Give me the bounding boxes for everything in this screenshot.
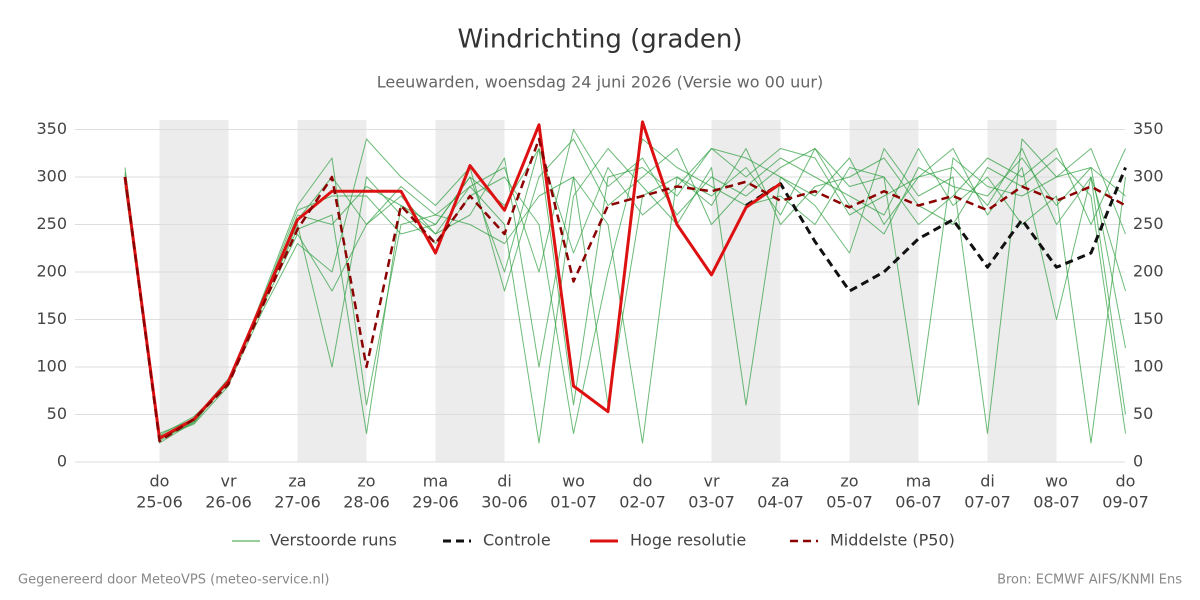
x-tick-weekday: do <box>1116 472 1136 491</box>
series-line <box>745 166 1127 293</box>
x-tick-weekday: zo <box>357 472 375 491</box>
x-tick-label: 26-06 <box>205 493 252 512</box>
x-tick-weekday: di <box>980 472 995 491</box>
chart-title: Windrichting (graden) <box>457 25 742 55</box>
x-tick-label: 28-06 <box>343 493 390 512</box>
x-tick-label: 25-06 <box>136 493 183 512</box>
legend-label: Controle <box>483 531 551 550</box>
ensemble-line <box>124 138 1126 444</box>
x-tick-weekday: za <box>771 472 789 491</box>
x-tick-label: 02-07 <box>619 493 666 512</box>
x-tick-weekday: ma <box>423 472 448 491</box>
y-tick-label: 350 <box>36 119 67 138</box>
series-line <box>123 120 782 440</box>
x-tick-label: 05-07 <box>826 493 873 512</box>
y2-tick-label: 50 <box>1133 404 1153 423</box>
ensemble-line <box>124 129 1126 437</box>
y-tick-label: 50 <box>47 404 67 423</box>
x-tick-weekday: zo <box>840 472 858 491</box>
footer-left: Gegenereerd door MeteoVPS (meteo-service… <box>18 573 329 588</box>
series-line <box>123 137 1127 443</box>
x-tick-label: 04-07 <box>757 493 804 512</box>
y2-tick-label: 0 <box>1133 452 1143 471</box>
x-tick-label: 09-07 <box>1102 493 1149 512</box>
ensemble-line <box>124 138 1126 442</box>
y2-tick-label: 150 <box>1133 309 1164 328</box>
x-tick-label: 06-07 <box>895 493 942 512</box>
x-tick-label: 03-07 <box>688 493 735 512</box>
x-tick-weekday: vr <box>703 472 719 491</box>
x-tick-label: 08-07 <box>1033 493 1080 512</box>
footer-right: Bron: ECMWF AIFS/KNMI Ens <box>997 573 1182 588</box>
ensemble-line <box>124 148 1126 438</box>
x-tick-weekday: do <box>150 472 170 491</box>
x-tick-label: 27-06 <box>274 493 321 512</box>
x-tick-label: 29-06 <box>412 493 459 512</box>
day-shade <box>987 120 1057 462</box>
x-tick-weekday: do <box>633 472 653 491</box>
y2-tick-label: 200 <box>1133 262 1164 281</box>
y2-tick-label: 350 <box>1133 119 1164 138</box>
y-tick-label: 300 <box>36 167 67 186</box>
x-tick-label: 30-06 <box>481 493 528 512</box>
x-tick-weekday: wo <box>562 472 585 491</box>
y-tick-label: 0 <box>57 452 67 471</box>
chart-subtitle: Leeuwarden, woensdag 24 juni 2026 (Versi… <box>377 73 823 92</box>
y-tick-label: 250 <box>36 214 67 233</box>
legend-label: Middelste (P50) <box>830 531 955 550</box>
x-tick-weekday: vr <box>220 472 236 491</box>
legend-label: Hoge resolutie <box>630 531 746 550</box>
x-tick-label: 07-07 <box>964 493 1011 512</box>
ensemble-line <box>124 148 1126 444</box>
x-tick-weekday: za <box>288 472 306 491</box>
x-tick-weekday: di <box>497 472 512 491</box>
y2-tick-label: 300 <box>1133 167 1164 186</box>
y-tick-label: 200 <box>36 262 67 281</box>
y2-tick-label: 250 <box>1133 214 1164 233</box>
x-tick-weekday: wo <box>1045 472 1068 491</box>
y2-tick-label: 100 <box>1133 357 1164 376</box>
x-tick-label: 01-07 <box>550 493 597 512</box>
legend-label: Verstoorde runs <box>270 531 397 550</box>
y-tick-label: 100 <box>36 357 67 376</box>
y-tick-label: 150 <box>36 309 67 328</box>
day-shade <box>159 120 229 462</box>
ensemble-line <box>124 138 1126 444</box>
day-shade <box>435 120 505 462</box>
x-tick-weekday: ma <box>906 472 931 491</box>
